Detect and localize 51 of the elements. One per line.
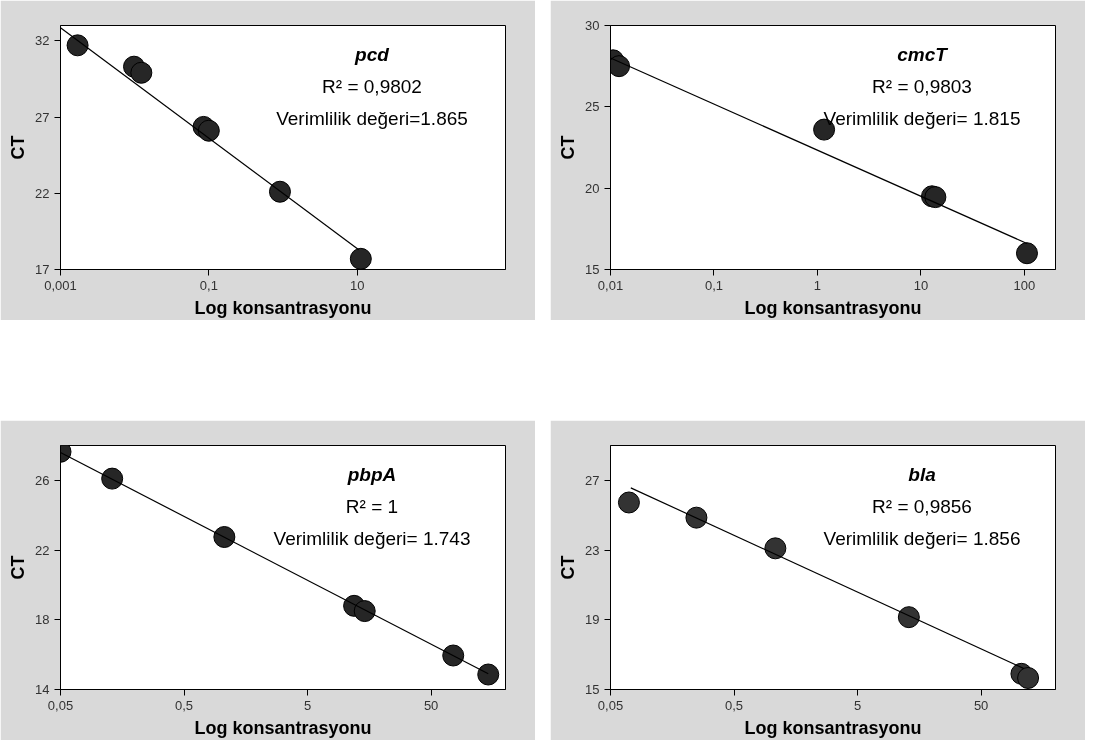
x-tick-label: 0,05 <box>597 697 624 713</box>
x-tick-label: 0,5 <box>175 697 194 713</box>
annotation: R² = 0,9802 <box>322 76 422 97</box>
y-tick-label: 19 <box>585 612 600 628</box>
y-tick-label: 27 <box>585 472 600 488</box>
x-axis-title: Log konsantrasyonu <box>744 297 922 318</box>
annotation: R² = 0,9856 <box>872 496 972 517</box>
x-tick-label: 0,05 <box>47 697 74 713</box>
x-tick-label: 0,1 <box>704 277 724 293</box>
y-tick-label: 22 <box>35 542 50 558</box>
x-tick-label: 10 <box>913 277 929 293</box>
annotation: bla <box>908 464 937 486</box>
annotation: R² = 0,9803 <box>872 76 972 97</box>
x-tick-label: 0,5 <box>725 697 744 713</box>
y-tick-label: 30 <box>585 18 600 33</box>
y-axis-title: CT <box>558 135 579 160</box>
y-tick-label: 25 <box>585 99 600 115</box>
x-tick-label: 0,001 <box>44 277 77 293</box>
x-tick-label: 5 <box>853 697 862 713</box>
annotation: pcd <box>354 44 390 66</box>
x-tick-label: 100 <box>1013 277 1036 293</box>
x-axis-title: Log konsantrasyonu <box>194 297 372 318</box>
annotation: R² = 1 <box>345 496 399 517</box>
annotation: cmcT <box>897 44 949 66</box>
x-tick-label: 0,1 <box>199 277 218 293</box>
y-tick-label: 23 <box>585 542 600 558</box>
y-tick-label: 26 <box>35 472 50 488</box>
y-axis-title: CT <box>8 555 29 580</box>
x-axis-title: Log konsantrasyonu <box>744 717 922 738</box>
y-tick-label: 20 <box>585 180 600 196</box>
y-tick-label: 14 <box>35 682 50 697</box>
x-tick-label: 50 <box>973 697 989 713</box>
y-tick-label: 18 <box>35 612 50 628</box>
annotation: Verimlilik değeri=1.865 <box>276 107 468 129</box>
x-tick-label: 50 <box>423 697 439 713</box>
x-axis-title: Log konsantrasyonu <box>194 717 372 738</box>
annotation: Verimlilik değeri= 1.856 <box>823 527 1021 549</box>
x-tick-label: 0,01 <box>597 277 624 293</box>
y-tick-label: 27 <box>35 109 50 125</box>
y-axis-title: CT <box>558 555 579 580</box>
annotation: pbpA <box>346 464 397 486</box>
y-tick-label: 22 <box>35 185 50 201</box>
y-tick-label: 15 <box>585 262 600 277</box>
x-tick-label: 5 <box>303 697 312 713</box>
x-tick-label: 1 <box>813 277 822 293</box>
y-tick-label: 32 <box>35 33 50 49</box>
annotation: Verimlilik değeri= 1.743 <box>273 527 471 549</box>
y-axis-title: CT <box>8 135 29 160</box>
x-tick-label: 10 <box>349 277 365 293</box>
y-tick-label: 17 <box>35 262 50 277</box>
y-tick-label: 15 <box>585 682 600 697</box>
